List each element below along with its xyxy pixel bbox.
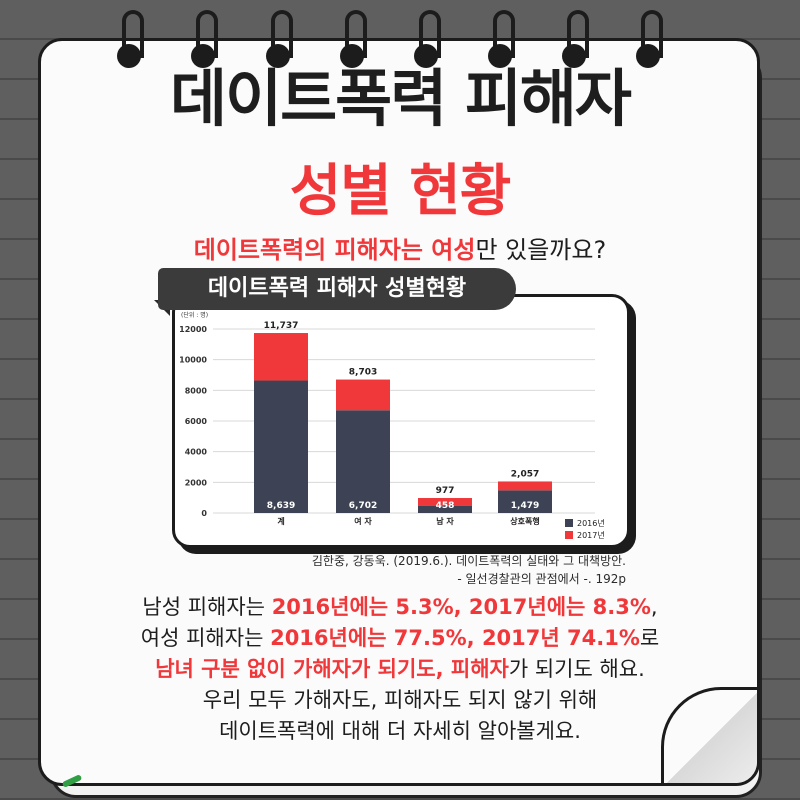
page-subtitle: 성별 현황	[289, 159, 512, 224]
binder-ring	[191, 10, 218, 68]
bar-2017	[418, 498, 472, 506]
binder-ring	[488, 10, 515, 68]
body-text-span: 남성 피해자는	[142, 595, 272, 619]
x-tick-label: 남 자	[436, 516, 454, 526]
y-tick-label: 2000	[185, 478, 208, 487]
question-rest: 만 있을까요?	[475, 236, 607, 264]
page-title: 데이트폭력 피해자	[170, 62, 632, 135]
question-highlight: 데이트폭력의 피해자는 여성	[193, 236, 476, 264]
binder-ring	[562, 10, 589, 68]
body-text-span: 가 되기도 해요.	[508, 657, 645, 681]
binder-ring	[266, 10, 293, 68]
body-line-5: 데이트폭력에 대해 더 자세히 알아볼게요.	[219, 719, 581, 743]
source-line-2: - 일선경찰관의 관점에서 -. 192p	[457, 572, 626, 586]
body-line-3: 남녀 구분 없이 가해자가 되기도, 피해자가 되기도 해요.	[0, 654, 800, 685]
bar-2016	[254, 380, 308, 513]
bar-2017	[254, 333, 308, 381]
binder-ring	[117, 10, 144, 68]
bar-2017	[336, 379, 390, 411]
y-tick-label: 10000	[179, 356, 207, 365]
source-line-1: 김한중, 강동욱. (2019.6.). 데이트폭력의 실태와 그 대책방안.	[311, 554, 626, 568]
x-tick-label: 여 자	[354, 516, 372, 526]
binder-ring	[414, 10, 441, 68]
legend-swatch	[565, 531, 573, 539]
chart-tag-label: 데이트폭력 피해자 성별현황	[158, 268, 516, 310]
bar-2016	[336, 410, 390, 513]
x-tick-label: 상호폭행	[510, 516, 539, 526]
chart-frame: (단위 : 명) 0 2000 4000 6000 8000 10000 12000 11,73…	[172, 294, 630, 548]
body-highlight: 남녀 구분 없이 가해자가 되기도, 피해자	[155, 657, 509, 681]
body-line-4: 우리 모두 가해자도, 피해자도 되지 않기 위해	[202, 688, 598, 712]
question-line: 데이트폭력의 피해자는 여성만 있을까요?	[0, 230, 800, 265]
y-tick-label: 4000	[185, 448, 208, 457]
legend-swatch	[565, 519, 573, 527]
total-label: 2,057	[511, 469, 539, 479]
body-highlight: 2016년에는 5.3%, 2017년에는 8.3%	[271, 595, 651, 619]
y-tick-label: 8000	[185, 386, 208, 395]
bar-2016	[498, 490, 552, 513]
binder-ring	[340, 10, 367, 68]
body-text-span: 로	[639, 626, 660, 650]
x-tick-label: 계	[277, 516, 284, 526]
body-text: 남성 피해자는 2016년에는 5.3%, 2017년에는 8.3%, 여성 피…	[0, 592, 800, 747]
bar-value-label: 8,639	[267, 501, 295, 511]
body-highlight: 2016년에는 77.5%, 2017년 74.1%	[270, 626, 640, 650]
y-tick-label: 6000	[185, 417, 208, 426]
unit-label: (단위 : 명)	[181, 311, 208, 319]
bar-value-label: 458	[436, 501, 455, 511]
total-label: 977	[436, 486, 455, 496]
body-line-1: 남성 피해자는 2016년에는 5.3%, 2017년에는 8.3%,	[0, 592, 800, 623]
bar-2016	[418, 505, 472, 513]
bar-value-label: 1,479	[511, 501, 539, 511]
body-line-2: 여성 피해자는 2016년에는 77.5%, 2017년 74.1%로	[0, 623, 800, 654]
bar-value-label: 6,702	[349, 501, 377, 511]
stacked-bar-chart: (단위 : 명) 0 2000 4000 6000 8000 10000 12000 11,73…	[179, 311, 605, 540]
bar-2017	[498, 481, 552, 491]
body-text-span: ,	[650, 595, 658, 619]
legend-label: 2016년	[577, 518, 605, 528]
total-label: 8,703	[349, 368, 377, 378]
source-citation: 김한중, 강동욱. (2019.6.). 데이트폭력의 실태와 그 대책방안. …	[200, 552, 626, 588]
total-label: 11,737	[264, 321, 299, 331]
body-text-span: 여성 피해자는	[140, 626, 271, 650]
legend-label: 2017년	[577, 530, 605, 540]
y-tick-label: 0	[201, 509, 207, 518]
binder-ring	[636, 10, 663, 68]
y-tick-label: 12000	[179, 325, 207, 334]
